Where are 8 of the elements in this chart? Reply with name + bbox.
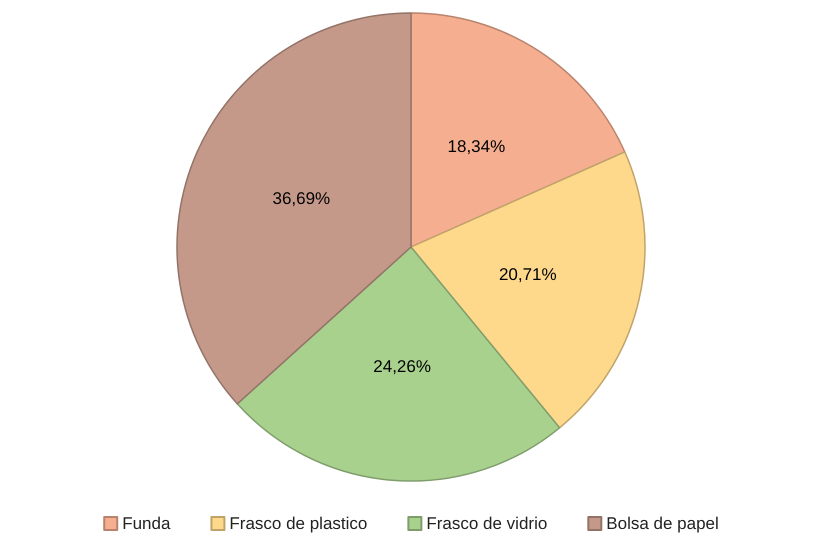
data-label: 18,34% <box>448 136 506 156</box>
legend-label: Frasco de plastico <box>229 514 368 533</box>
data-label: 36,69% <box>272 188 330 208</box>
data-label: 24,26% <box>373 357 431 376</box>
legend-label: Frasco de vidrio <box>426 514 548 533</box>
legend-label: Funda <box>122 514 171 533</box>
data-label: 20,71% <box>498 265 557 284</box>
legend-label: Bolsa de papel <box>606 514 719 533</box>
